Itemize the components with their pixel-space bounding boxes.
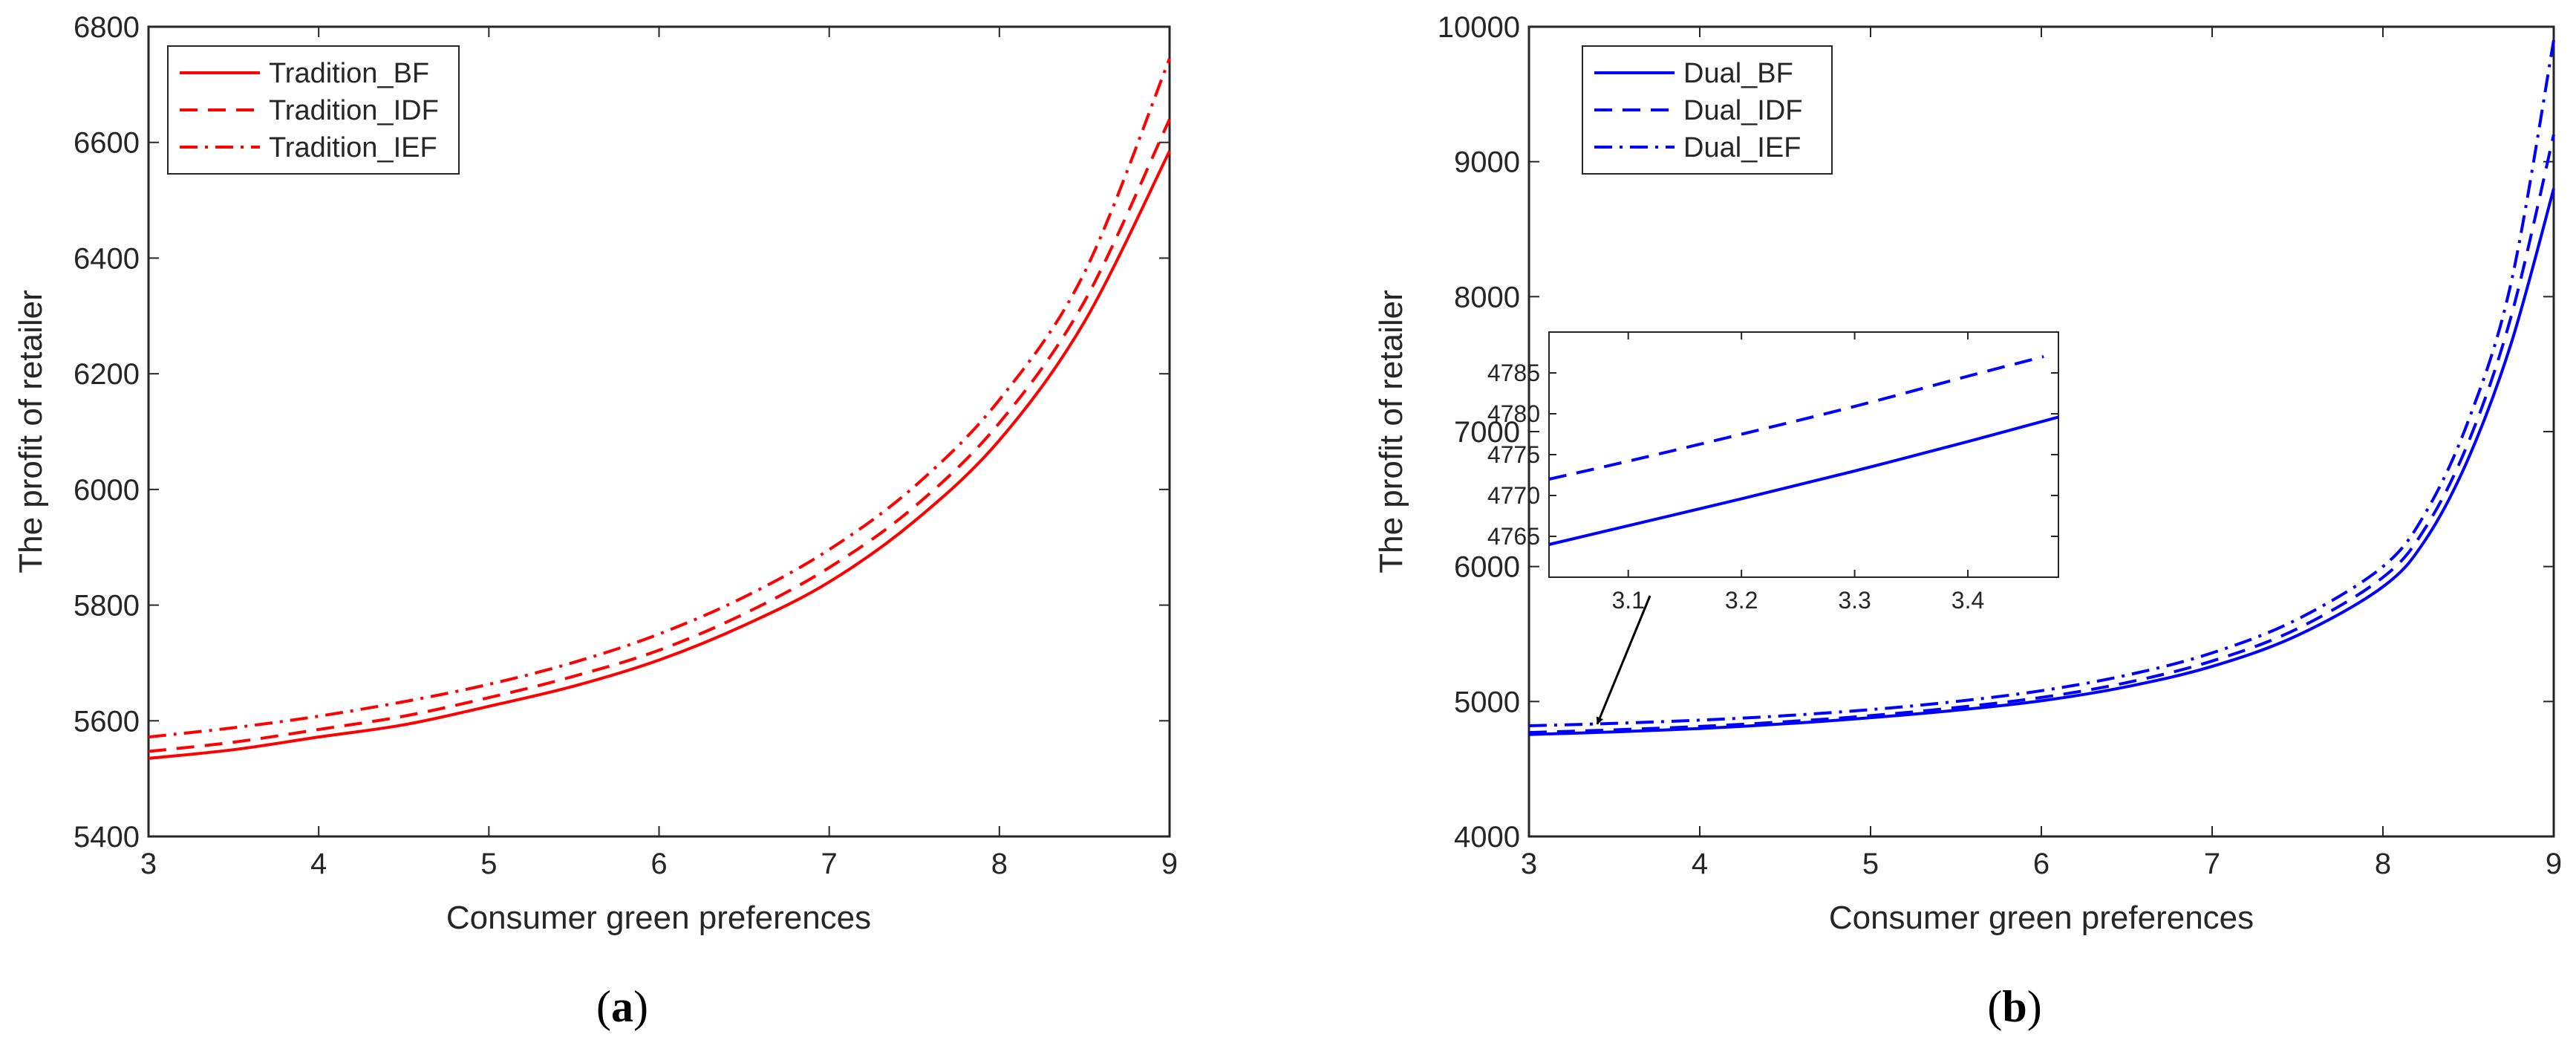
inset-series-dual-bf: [1548, 415, 2059, 546]
x-axis-label-b: Consumer green preferences: [1829, 900, 2254, 936]
inset-y-tick-label: 4785: [1487, 360, 1540, 386]
inset-b: 3.1 3.2 3.3 3.4 4765 4770 4775 4780 4785: [1487, 331, 2059, 614]
inset-x-tick-label: 3.2: [1725, 587, 1758, 614]
b-y-tick-label: 7000: [1454, 416, 1520, 449]
legend-entries-b: Dual_BF Dual_IDF Dual_IEF: [1594, 58, 1803, 163]
a-x-tick-label: 6: [650, 848, 667, 880]
a-y-tick-label: 6400: [74, 242, 140, 275]
a-y-tick-label: 5400: [74, 821, 140, 854]
b-series-dual-idf: [1528, 134, 2555, 735]
inset-axes: 3.1 3.2 3.3 3.4 4765 4770 4775 4780 4785: [1487, 332, 2058, 614]
b-series-dual-bf: [1528, 188, 2555, 736]
b-y-tick-label: 5000: [1454, 686, 1520, 718]
inset-series-dual-idf: [1548, 355, 2044, 481]
b-series-dual-ief: [1528, 39, 2555, 727]
b-x-tick-label: 6: [2033, 848, 2050, 880]
a-series-tradition-bf: [148, 150, 1171, 760]
b-y-tick-label: 10000: [1438, 11, 1520, 44]
a-legend-label: Tradition_IEF: [269, 132, 437, 163]
b-y-tick-label: 9000: [1454, 146, 1520, 179]
legend-b: Dual_BF Dual_IDF Dual_IEF: [1582, 45, 1833, 175]
a-y-tick-label: 5800: [74, 590, 140, 623]
a-x-tick-label: 9: [1161, 848, 1178, 880]
b-legend-label: Dual_IDF: [1683, 95, 1803, 126]
b-x-tick-label: 7: [2204, 848, 2220, 880]
a-legend-label: Tradition_IDF: [269, 95, 439, 126]
a-y-tick-label: 6200: [74, 358, 140, 391]
chart-panel-b: 3 4 5 6 7 8 9 4000 5000 6000 7000 8000 9000 10000 Dua…: [1373, 11, 2562, 1031]
inset-x-tick-label: 3.1: [1611, 587, 1644, 614]
a-legend-label: Tradition_BF: [269, 58, 429, 89]
panel-label-b-close: ): [2027, 982, 2042, 1031]
b-x-tick-label: 9: [2546, 848, 2562, 880]
inset-y-tick-label: 4765: [1487, 523, 1540, 550]
panel-label-a-letter: a: [611, 982, 633, 1031]
b-x-tick-label: 5: [1862, 848, 1879, 880]
a-x-tick-label: 7: [821, 848, 838, 880]
b-x-tick-label: 3: [1521, 848, 1537, 880]
inset-x-tick-label: 3.4: [1951, 587, 1984, 614]
b-legend-label: Dual_BF: [1683, 58, 1793, 89]
series-lines-a: [148, 58, 1171, 760]
b-y-tick-label: 8000: [1454, 281, 1520, 313]
panel-label-a-close: ): [633, 982, 648, 1031]
b-x-tick-label: 8: [2375, 848, 2391, 880]
a-series-tradition-ief: [148, 58, 1171, 739]
a-x-tick-label: 8: [991, 848, 1008, 880]
series-lines-b: [1528, 39, 2555, 736]
panel-label-b-letter: b: [2002, 982, 2026, 1031]
a-y-tick-label: 6800: [74, 11, 140, 44]
axes-a: 3 4 5 6 7 8 9 5400 5600 5800 6000 6200 6400 6600 6800: [74, 11, 1178, 880]
legend-a: Tradition_BF Tradition_IDF Tradition_IEF: [167, 45, 460, 175]
a-y-tick-label: 6600: [74, 127, 140, 160]
a-x-tick-label: 3: [140, 848, 157, 880]
panel-label-a: (a): [596, 982, 648, 1031]
legend-entries-a: Tradition_BF Tradition_IDF Tradition_IEF: [180, 58, 439, 163]
y-axis-label-a: The profit of retailer: [13, 290, 49, 573]
b-y-tick-label: 6000: [1454, 551, 1520, 584]
inset-x-tick-label: 3.3: [1838, 587, 1871, 614]
b-y-tick-label: 4000: [1454, 821, 1520, 854]
panel-label-a-open: (: [596, 982, 611, 1031]
panel-label-b-open: (: [1987, 982, 2002, 1031]
a-x-tick-label: 4: [310, 848, 327, 880]
b-x-tick-label: 4: [1692, 848, 1708, 880]
a-x-tick-label: 5: [480, 848, 497, 880]
axes-b: 3 4 5 6 7 8 9 4000 5000 6000 7000 8000 9000 10000: [1438, 11, 2562, 880]
a-y-tick-label: 6000: [74, 474, 140, 507]
panel-label-b: (b): [1987, 982, 2041, 1031]
a-series-tradition-idf: [148, 118, 1171, 753]
inset-pointer-arrow: [1596, 595, 1651, 725]
inset-y-tick-label: 4770: [1487, 482, 1540, 509]
b-legend-label: Dual_IEF: [1683, 132, 1801, 163]
chart-panel-a: 3 4 5 6 7 8 954005600580060006200640066006800 …: [13, 11, 1178, 1031]
inset-y-tick-label: 4780: [1487, 400, 1540, 427]
x-axis-label-a: Consumer green preferences: [446, 900, 871, 936]
y-axis-label-b: The profit of retailer: [1373, 290, 1409, 573]
inset-plot-area: [1548, 331, 2059, 578]
a-y-tick-label: 5600: [74, 705, 140, 738]
inset-y-tick-label: 4775: [1487, 441, 1540, 468]
inset-series-lines: [1548, 355, 2059, 546]
